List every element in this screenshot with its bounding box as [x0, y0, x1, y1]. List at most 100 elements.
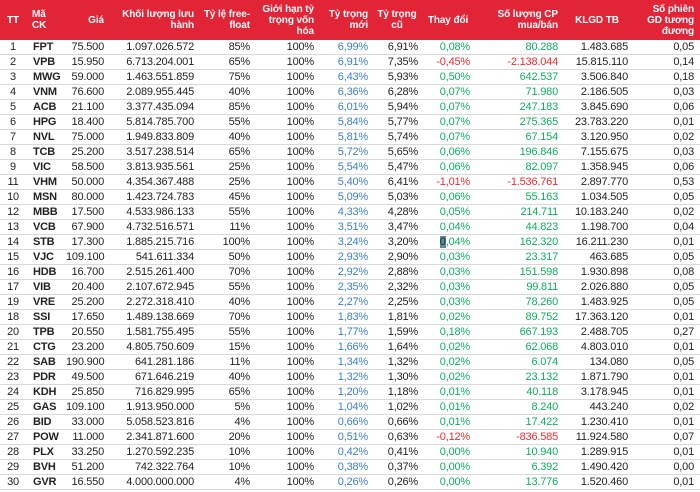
cell-ty-le-free-float: 25%: [200, 159, 256, 175]
cell-klgd-tb: 2.026.880: [564, 279, 634, 295]
cell-ty-le-free-float: 5%: [200, 399, 256, 415]
cell-so-phien-gd-tuong-duong: 0,05: [634, 249, 700, 265]
cell-so-phien-gd-tuong-duong: 0,05: [634, 40, 700, 55]
cell-ty-le-free-float: 40%: [200, 129, 256, 145]
cell-ma-ck: VHM: [26, 174, 64, 190]
cell-klgd-tb: 1.198.700: [564, 219, 634, 235]
cell-khoi-luong-luu-hanh: 716.829.995: [110, 384, 200, 400]
cell-ty-trong-cu: 1,02%: [374, 399, 424, 415]
cell-klgd-tb: 1.034.505: [564, 189, 634, 205]
header-klgd-tb: KLGD TB: [564, 0, 634, 40]
cell-thay-doi: 0,08%: [424, 40, 476, 55]
table-row: 19 VRE 25.200 2.272.318.410 40% 100% 2,27% 2,25…: [0, 294, 700, 310]
cell-thay-doi: -0,45%: [424, 54, 476, 70]
cell-ty-trong-cu: 2,90%: [374, 249, 424, 265]
cell-ty-trong-moi: 1,34%: [320, 354, 374, 370]
cell-tt: 1: [0, 40, 26, 55]
cell-ty-trong-cu: 5,94%: [374, 99, 424, 115]
cell-thay-doi: 0,00%: [424, 459, 476, 475]
cell-gioi-han-ty-trong-von-hoa: 100%: [256, 144, 320, 160]
cell-ty-le-free-float: 55%: [200, 279, 256, 295]
cell-gioi-han-ty-trong-von-hoa: 100%: [256, 429, 320, 445]
cell-so-phien-gd-tuong-duong: 0,07: [634, 429, 700, 445]
table-row: 16 HDB 16.700 2.515.261.400 70% 100% 2,92% 2,88…: [0, 264, 700, 280]
cell-gioi-han-ty-trong-von-hoa: 100%: [256, 99, 320, 115]
table-row: 4 VNM 76.600 2.089.955.445 40% 100% 6,36% 6,28%…: [0, 84, 700, 100]
cell-so-luong-cp-mua-ban: 62.068: [476, 339, 564, 355]
cell-gioi-han-ty-trong-von-hoa: 100%: [256, 339, 320, 355]
cell-so-luong-cp-mua-ban: 55.163: [476, 189, 564, 205]
cell-ty-trong-moi: 6,99%: [320, 40, 374, 55]
cell-gia: 58.500: [64, 159, 110, 175]
cell-khoi-luong-luu-hanh: 5.814.785.700: [110, 114, 200, 130]
cell-gioi-han-ty-trong-von-hoa: 100%: [256, 369, 320, 385]
cell-ty-le-free-float: 40%: [200, 84, 256, 100]
cell-ma-ck: VIC: [26, 159, 64, 175]
table-row: 24 KDH 25.850 716.829.995 65% 100% 1,20% 1,18% 0…: [0, 384, 700, 400]
cell-so-phien-gd-tuong-duong: 0,00: [634, 459, 700, 475]
header-gia: Giá: [64, 0, 110, 40]
cell-gioi-han-ty-trong-von-hoa: 100%: [256, 54, 320, 70]
cell-gia: 49.500: [64, 369, 110, 385]
cell-thay-doi: -0,12%: [424, 429, 476, 445]
cell-klgd-tb: 3.178.945: [564, 384, 634, 400]
cell-so-luong-cp-mua-ban: 23.132: [476, 369, 564, 385]
cell-gia: 109.100: [64, 399, 110, 415]
cell-ty-trong-moi: 2,93%: [320, 249, 374, 265]
cell-so-phien-gd-tuong-duong: 0,18: [634, 69, 700, 85]
cell-ty-le-free-float: 65%: [200, 384, 256, 400]
cell-khoi-luong-luu-hanh: 2.272.318.410: [110, 294, 200, 310]
cell-gia: 25.850: [64, 384, 110, 400]
table-row: 8 TCB 25.200 3.517.238.514 65% 100% 5,72% 5,65%…: [0, 144, 700, 160]
cell-tt: 11: [0, 174, 26, 190]
table-row: 29 BVH 51.200 742.322.764 10% 100% 0,38% 0,37% 0…: [0, 459, 700, 475]
cell-klgd-tb: 1.871.790: [564, 369, 634, 385]
cell-tt: 2: [0, 54, 26, 70]
cell-khoi-luong-luu-hanh: 742.322.764: [110, 459, 200, 475]
cell-khoi-luong-luu-hanh: 641.281.186: [110, 354, 200, 370]
cell-gia: 51.200: [64, 459, 110, 475]
cell-thay-doi: 0,00%: [424, 474, 476, 490]
cell-ma-ck: MWG: [26, 69, 64, 85]
cell-so-phien-gd-tuong-duong: 0,01: [634, 414, 700, 430]
cell-gioi-han-ty-trong-von-hoa: 100%: [256, 219, 320, 235]
cell-gioi-han-ty-trong-von-hoa: 100%: [256, 309, 320, 325]
cell-ma-ck: ACB: [26, 99, 64, 115]
table-row: 28 PLX 33.250 1.270.592.235 10% 100% 0,42% 0,41…: [0, 444, 700, 460]
cell-khoi-luong-luu-hanh: 1.913.950.000: [110, 399, 200, 415]
cell-klgd-tb: 2.488.705: [564, 324, 634, 340]
cell-ty-le-free-float: 65%: [200, 54, 256, 70]
table-row: 3 MWG 59.000 1.463.551.859 75% 100% 6,43% 5,93%…: [0, 69, 700, 85]
cell-gioi-han-ty-trong-von-hoa: 100%: [256, 174, 320, 190]
cell-thay-doi: 0,02%: [424, 309, 476, 325]
cell-ma-ck: VIB: [26, 279, 64, 295]
cell-ty-trong-moi: 0,38%: [320, 459, 374, 475]
cell-khoi-luong-luu-hanh: 3.377.435.094: [110, 99, 200, 115]
cell-ty-trong-cu: 0,37%: [374, 459, 424, 475]
cell-ty-le-free-float: 85%: [200, 99, 256, 115]
cell-ty-le-free-float: 50%: [200, 249, 256, 265]
cell-so-phien-gd-tuong-duong: 0,02: [634, 204, 700, 220]
cell-ma-ck: CTG: [26, 339, 64, 355]
cell-khoi-luong-luu-hanh: 1.097.026.572: [110, 40, 200, 55]
cell-ty-trong-cu: 5,77%: [374, 114, 424, 130]
cell-klgd-tb: 1.483.685: [564, 40, 634, 55]
cell-ma-ck: PDR: [26, 369, 64, 385]
cell-ty-trong-cu: 1,32%: [374, 354, 424, 370]
cell-khoi-luong-luu-hanh: 2.107.672.945: [110, 279, 200, 295]
cell-gia: 50.000: [64, 174, 110, 190]
cell-thay-doi: 0,03%: [424, 264, 476, 280]
cell-khoi-luong-luu-hanh: 4.000.000.000: [110, 474, 200, 490]
cell-gioi-han-ty-trong-von-hoa: 100%: [256, 354, 320, 370]
cell-khoi-luong-luu-hanh: 3.813.935.561: [110, 159, 200, 175]
cell-ty-le-free-float: 20%: [200, 429, 256, 445]
cell-gia: 20.550: [64, 324, 110, 340]
cell-ma-ck: VNM: [26, 84, 64, 100]
cell-ma-ck: VRE: [26, 294, 64, 310]
cell-so-luong-cp-mua-ban: 40.118: [476, 384, 564, 400]
cell-so-phien-gd-tuong-duong: 0,05: [634, 189, 700, 205]
cell-gia: 15.950: [64, 54, 110, 70]
cell-ma-ck: HPG: [26, 114, 64, 130]
cell-tt: 13: [0, 219, 26, 235]
table-row: 17 VIB 20.400 2.107.672.945 55% 100% 2,35% 2,32…: [0, 279, 700, 295]
